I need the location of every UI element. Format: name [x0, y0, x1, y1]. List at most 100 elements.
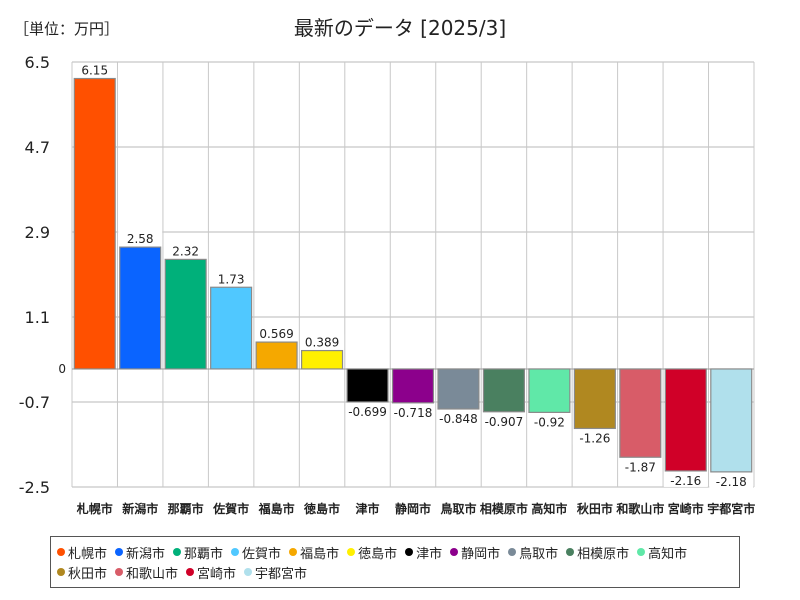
- chart-legend: 札幌市 新潟市 那覇市 佐賀市 福島市 徳島市 津市 静岡市 鳥取市 相模原市 高知市秋田市 和歌山市…: [50, 536, 740, 588]
- value-label: -0.718: [394, 406, 433, 420]
- legend-label: 津市: [416, 546, 443, 562]
- legend-label: 宮崎市: [197, 566, 237, 582]
- legend-label: 宇都宮市: [255, 566, 308, 582]
- value-label: 6.15: [81, 64, 108, 78]
- value-label: 2.58: [127, 232, 154, 246]
- legend-label: 相模原市: [577, 546, 630, 562]
- legend-marker: [637, 548, 646, 556]
- legend-item: 那覇市: [173, 542, 223, 562]
- legend-marker: [173, 548, 182, 556]
- value-label: 2.32: [172, 244, 199, 258]
- legend-item: 鳥取市: [508, 542, 558, 562]
- value-label-bg: [391, 404, 435, 419]
- bar-chart: 6.5 4.7 2.9 1.1 -0.7 -2.5 0 6.15 札幌市 2.58 新潟市 2.32 那…: [19, 53, 755, 516]
- bar: [391, 368, 435, 404]
- legend-marker: [115, 548, 124, 556]
- x-tick-label: 津市: [356, 501, 380, 516]
- bar: [255, 341, 298, 370]
- legend-marker: [566, 548, 575, 556]
- bar: [573, 368, 616, 430]
- legend-label: 福島市: [300, 546, 340, 562]
- value-label-bg: [709, 473, 754, 488]
- legend-marker: [508, 548, 517, 556]
- legend-marker: [115, 568, 124, 576]
- value-label: -0.699: [348, 405, 387, 419]
- legend-label: 札幌市: [68, 546, 108, 562]
- x-tick-label: 高知市: [531, 501, 567, 516]
- value-label: -1.87: [625, 460, 656, 474]
- legend-item: 徳島市: [347, 542, 397, 562]
- y-tick-label: 6.5: [25, 53, 50, 72]
- legend-label: 那覇市: [184, 546, 224, 562]
- value-label: 1.73: [218, 272, 245, 286]
- legend-item: 相模原市: [566, 542, 629, 562]
- x-tick-label: 佐賀市: [212, 501, 249, 516]
- legend-marker: [289, 548, 298, 556]
- x-tick-label: 宮崎市: [668, 501, 704, 516]
- x-tick-label: 福島市: [258, 501, 295, 516]
- value-label-bg: [572, 430, 617, 445]
- value-label-bg: [663, 472, 708, 487]
- zero-label: 0: [58, 362, 66, 376]
- value-label-bg: [345, 403, 390, 418]
- y-tick-label: -2.5: [19, 478, 50, 497]
- y-tick-label: -0.7: [19, 393, 50, 412]
- legend-marker: [57, 548, 65, 556]
- legend-item: 宮崎市: [186, 562, 236, 582]
- legend-item: 福島市: [289, 542, 339, 562]
- bar: [619, 368, 662, 458]
- value-label: 0.569: [259, 327, 293, 341]
- bar: [73, 77, 116, 370]
- unit-label: ［単位：万円］: [14, 20, 120, 38]
- legend-marker: [231, 548, 240, 556]
- x-tick-label: 鳥取市: [440, 501, 476, 516]
- x-tick-label: 札幌市: [76, 501, 113, 516]
- bar: [528, 368, 571, 413]
- legend-marker: [57, 568, 65, 576]
- x-tick-label: 和歌山市: [615, 501, 664, 516]
- bar: [164, 258, 207, 370]
- legend-item: 和歌山市: [115, 562, 178, 582]
- x-tick-label: 宇都宮市: [707, 501, 755, 516]
- legend-item: 宇都宮市: [244, 562, 307, 582]
- bar: [482, 368, 525, 413]
- value-label-bg: [436, 410, 481, 425]
- bar: [437, 368, 480, 410]
- value-label: 0.389: [305, 336, 339, 350]
- value-label-bg: [254, 326, 299, 341]
- value-label: -1.26: [579, 431, 610, 445]
- value-label-bg: [209, 271, 254, 286]
- x-tick-label: 那覇市: [168, 501, 204, 516]
- bar: [301, 349, 344, 370]
- value-label-bg: [300, 334, 345, 349]
- bar: [664, 368, 707, 472]
- legend-item: 静岡市: [450, 542, 500, 562]
- x-tick-label: 新潟市: [122, 501, 158, 516]
- value-label: -0.907: [485, 415, 524, 429]
- value-label-bg: [118, 231, 163, 246]
- value-label-bg: [618, 459, 663, 474]
- legend-marker: [244, 568, 253, 576]
- chart-title: 最新のデータ [2025/3]: [293, 16, 507, 40]
- value-label-bg: [72, 62, 117, 77]
- legend-item: 高知市: [637, 542, 687, 562]
- y-tick-label: 4.7: [25, 138, 50, 157]
- value-label: -0.92: [534, 415, 565, 429]
- x-tick-label: 相模原市: [480, 501, 528, 516]
- legend-label: 高知市: [648, 546, 688, 562]
- legend-label: 徳島市: [358, 546, 398, 562]
- legend-marker: [186, 568, 195, 576]
- value-label: -2.18: [716, 475, 747, 489]
- legend-item: 新潟市: [115, 542, 165, 562]
- legend-marker: [450, 548, 459, 556]
- legend-item: 札幌市: [57, 542, 107, 562]
- value-label: -2.16: [670, 474, 701, 488]
- legend-marker: [347, 548, 356, 556]
- legend-item: 秋田市: [57, 562, 107, 582]
- legend-label: 佐賀市: [242, 546, 282, 562]
- legend-label: 静岡市: [461, 546, 501, 562]
- legend-item: 津市: [405, 542, 442, 562]
- legend-marker: [405, 548, 414, 556]
- bar: [210, 286, 253, 370]
- bar: [119, 246, 162, 370]
